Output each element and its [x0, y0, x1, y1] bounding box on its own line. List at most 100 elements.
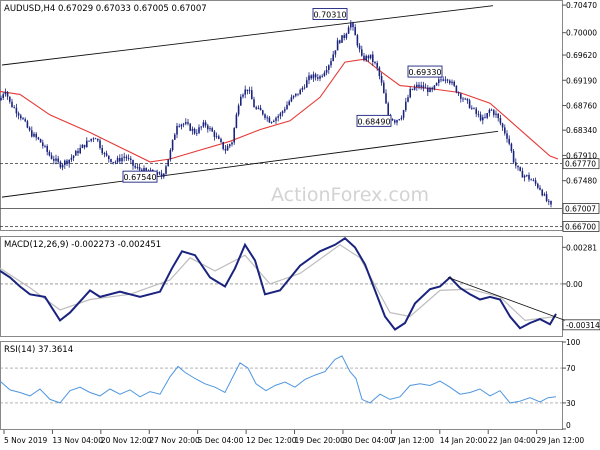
level-box [356, 114, 392, 127]
candle-body [185, 122, 187, 124]
candle-body [358, 45, 361, 50]
candle-body [286, 104, 288, 110]
candle-body [255, 107, 257, 109]
candle-body [264, 114, 266, 118]
candle-body [222, 141, 224, 150]
channel-lower-line [1, 130, 499, 198]
candle-body [528, 174, 530, 180]
candle-body [453, 81, 455, 86]
candle-body [259, 107, 262, 111]
candle-body [266, 117, 268, 119]
candle-body [262, 110, 264, 115]
candle-body [103, 153, 106, 154]
candle-body [299, 89, 301, 95]
y-tick-label: 0.69620 [566, 51, 597, 60]
candle-body [523, 175, 526, 178]
candle-body [158, 172, 161, 174]
x-tick-label: 12 Dec 12:00 [246, 436, 297, 445]
candle-body [70, 157, 73, 160]
candle-body [13, 107, 15, 108]
y-tick-label: 30 [566, 399, 576, 408]
candle-body [83, 144, 86, 148]
candle-body [9, 96, 11, 102]
candle-body [411, 88, 414, 90]
y-tick-label: 0.67480 [566, 177, 597, 186]
macd-header: MACD(12,26,9) -0.002273 -0.002451 [4, 240, 161, 250]
candle-body [468, 100, 471, 109]
candle-body [484, 117, 486, 119]
price-tag-label: 0.67007 [565, 204, 596, 213]
watermark: ActionForex.com [271, 184, 429, 206]
x-tick-label: 7 Jan 12:00 [391, 436, 434, 445]
y-tick-label: 0 [566, 421, 571, 430]
candle-body [497, 113, 499, 119]
y-tick-label: 0.70470 [566, 1, 597, 10]
candle-body [68, 159, 70, 164]
candle-body [112, 161, 114, 163]
candle-body [517, 165, 519, 168]
candle-body [20, 115, 22, 119]
candle-body [545, 194, 548, 202]
candle-body [57, 158, 59, 162]
candle-body [17, 113, 20, 116]
candle-body [53, 158, 55, 161]
candle-body [22, 118, 24, 120]
candle-body [248, 90, 251, 92]
candle-body [176, 125, 178, 135]
candle-body [97, 138, 99, 141]
candle-body [339, 40, 341, 43]
candle-body [123, 156, 125, 158]
candle-body [530, 179, 532, 181]
candle-body [475, 108, 477, 114]
channel-upper-line [1, 5, 494, 66]
candle-body [398, 119, 400, 121]
candle-body [224, 149, 227, 151]
candle-body [233, 128, 235, 143]
candle-body [407, 97, 409, 102]
candle-body [504, 127, 506, 134]
candle-body [350, 22, 352, 28]
price-tag-label: 0.67770 [565, 160, 596, 169]
candle-body [334, 50, 337, 55]
y-tick-label: 0.00 [566, 280, 583, 289]
candle-body [6, 92, 9, 97]
candle-body [163, 173, 165, 177]
candle-body [66, 160, 68, 164]
candle-body [116, 157, 119, 163]
macd-signal-line [0, 244, 557, 322]
candle-body [431, 87, 433, 90]
candle-body [508, 138, 510, 144]
candle-body [0, 97, 2, 101]
main-header: AUDUSD,H4 0.67029 0.67033 0.67005 0.6700… [4, 4, 207, 14]
x-tick-label: 27 Nov 20:00 [149, 436, 200, 445]
candle-body [193, 128, 196, 134]
candle-body [169, 149, 172, 160]
candle-body [433, 85, 436, 90]
candle-body [385, 93, 387, 104]
candle-body [440, 79, 442, 81]
moving-average-line [0, 58, 559, 163]
candle-body [275, 117, 277, 121]
candle-body [356, 35, 359, 46]
candle-body [99, 140, 101, 149]
x-tick-label: 20 Nov 12:00 [101, 436, 152, 445]
candle-body [510, 143, 513, 151]
candle-body [277, 116, 279, 118]
candle-body [519, 167, 521, 171]
y-tick-label: 0.67910 [566, 151, 597, 160]
candle-body [48, 151, 51, 156]
candle-body [90, 138, 92, 141]
candle-body [400, 117, 403, 120]
candle-body [446, 79, 449, 81]
candle-body [273, 120, 275, 122]
candle-body [506, 133, 508, 139]
candle-body [242, 94, 244, 97]
candle-body [55, 158, 57, 161]
candle-body [44, 145, 46, 147]
candle-body [493, 110, 495, 115]
candle-body [180, 124, 183, 127]
candle-body [108, 155, 110, 160]
candle-body [374, 61, 376, 64]
y-tick-label: 70 [566, 364, 576, 373]
price-tag [562, 221, 600, 232]
